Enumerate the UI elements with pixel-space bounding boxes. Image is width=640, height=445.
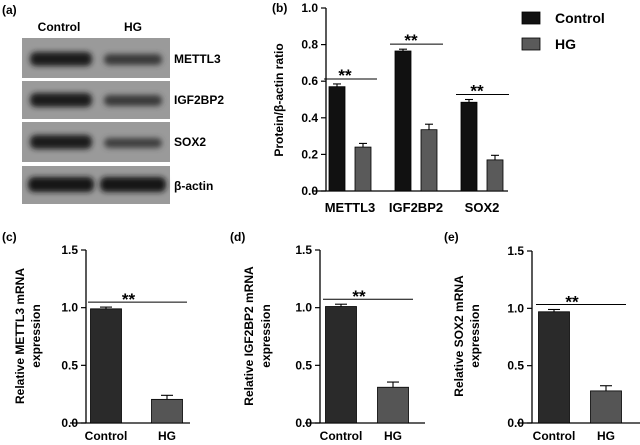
legend-swatch-hg [521, 37, 541, 51]
lane-label-control: Control [38, 20, 81, 34]
band-igf2bp2-hg [104, 95, 162, 106]
bar-control [90, 308, 122, 424]
y-tick-label: 0.0 [507, 416, 524, 430]
band-mettl3-control [30, 52, 92, 66]
x-tick-label: HG [384, 429, 402, 443]
y-tick-label: 0.6 [301, 74, 318, 88]
bar-control-mettl3 [328, 86, 346, 192]
significance-marker: ** [338, 66, 352, 85]
x-tick-label: IGF2BP2 [389, 200, 443, 215]
significance-marker: ** [470, 82, 484, 101]
significance-marker: ** [122, 290, 136, 309]
panel-label-a-text: (a) [2, 3, 17, 17]
bar-hg-mettl3 [354, 146, 372, 192]
band-sox2-hg [104, 138, 162, 148]
y-tick-label: 0.4 [301, 111, 318, 125]
band-label-igf2bp2: IGF2BP2 [174, 93, 224, 107]
x-tick-label: HG [597, 429, 615, 443]
y-tick-label: 0.0 [61, 416, 78, 430]
lane-label-hg: HG [124, 20, 142, 34]
x-tick-label: Control [533, 429, 576, 443]
x-tick-label: METTL3 [325, 200, 376, 215]
y-tick-label: 1.5 [507, 244, 524, 258]
y-tick-label: 0.8 [301, 38, 318, 52]
bar-control-sox2 [460, 101, 478, 192]
chart-panel-c: (c) 0.0 0.5 1.0 1.5 Relative METTL3 mRNA expre… [2, 230, 190, 443]
blot-strip-sox2 [22, 122, 170, 162]
panel-label: (e) [444, 230, 459, 244]
band-mettl3-hg [104, 54, 162, 65]
bar-hg [590, 390, 622, 424]
y-axis-label-line2: expression [259, 304, 273, 367]
bar-hg-sox2 [486, 159, 504, 192]
band-label-mettl3: METTL3 [174, 52, 221, 66]
bar-control [325, 306, 357, 424]
y-tick-label: 1.0 [295, 301, 312, 315]
y-tick-label: 1.0 [507, 301, 524, 315]
x-tick-label: Control [85, 429, 128, 443]
x-tick-label: Control [320, 429, 363, 443]
legend-label-hg: HG [555, 36, 576, 52]
significance-marker: ** [404, 31, 418, 50]
chart-panel-e: (e) 0.0 0.5 1.0 1.5 Relative SOX2 mRNA express… [444, 230, 640, 443]
blot-strip-mettl3 [22, 38, 170, 78]
y-axis-label-line1: Relative SOX2 mRNA [452, 275, 466, 397]
bar-hg [377, 386, 409, 424]
panel-label: (b) [272, 1, 287, 15]
band-igf2bp2-control [30, 93, 92, 107]
y-axis-label-line1: Relative METTL3 mRNA [13, 268, 27, 404]
band-actin-hg [100, 177, 166, 192]
bar-hg [151, 398, 183, 424]
y-tick-label: 0.5 [507, 359, 524, 373]
western-blot-panel: (a) Control HG METTL3 IGF2BP2 SOX2 β-act… [2, 3, 224, 204]
x-tick-label: HG [158, 429, 176, 443]
significance-marker: ** [352, 287, 366, 306]
y-tick-label: 0.5 [295, 358, 312, 372]
panel-label: (c) [2, 230, 17, 244]
bar-control [538, 311, 570, 424]
significance-marker: ** [565, 292, 579, 311]
chart-panel-d: (d) 0.0 0.5 1.0 1.5 Relative IGF2BP2 mRNA expr… [230, 230, 425, 443]
y-axis-label-line2: expression [29, 304, 43, 367]
band-sox2-control [30, 135, 92, 149]
y-tick-label: 1.5 [295, 243, 312, 257]
legend-swatch-control [521, 11, 541, 25]
y-tick-label: 1.0 [61, 301, 78, 315]
y-tick-label: 1.0 [301, 1, 318, 15]
bar-hg-igf2bp2 [420, 129, 438, 192]
band-actin-control [28, 177, 94, 192]
legend-label-control: Control [555, 10, 605, 26]
y-tick-label: 0.0 [301, 184, 318, 198]
chart-panel-b: (b) 0.0 0.2 0.4 0.6 0.8 1.0 Protein/β-actin rat… [272, 1, 605, 215]
y-tick-label: 0.5 [61, 358, 78, 372]
band-label-sox2: SOX2 [174, 135, 206, 149]
y-axis-label: Protein/β-actin ratio [272, 43, 286, 156]
band-label-beta-actin: β-actin [174, 179, 213, 193]
y-tick-label: 1.5 [61, 243, 78, 257]
y-tick-label: 0.2 [301, 147, 318, 161]
blot-strip-igf2bp2 [22, 81, 170, 119]
x-tick-label: SOX2 [465, 200, 500, 215]
y-axis-label-line2: expression [468, 304, 482, 367]
bar-control-igf2bp2 [394, 50, 412, 192]
panel-label: (d) [230, 230, 245, 244]
y-tick-label: 0.0 [295, 416, 312, 430]
blot-strip-beta-actin [22, 166, 170, 204]
y-axis-label-line1: Relative IGF2BP2 mRNA [242, 266, 256, 406]
